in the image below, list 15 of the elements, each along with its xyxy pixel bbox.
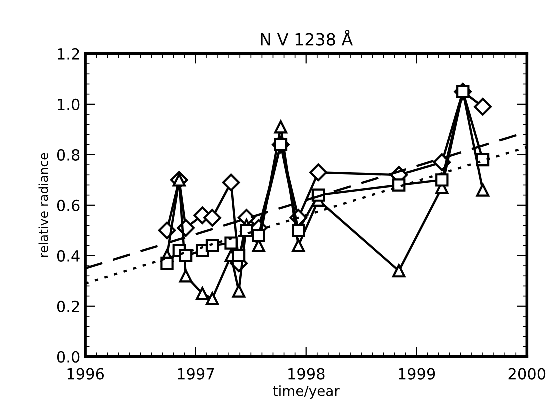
y-tick-label: 0.2	[57, 300, 80, 312]
y-axis-title: relative radiance	[38, 153, 48, 258]
x-tick-label: 1998	[288, 368, 325, 380]
x-tick-label: 2000	[508, 368, 546, 380]
y-tick-label: 0.8	[57, 149, 80, 161]
y-tick-label: 1.0	[58, 98, 80, 110]
y-tick-label: 0.6	[57, 200, 80, 212]
x-axis-title: time/year	[273, 386, 340, 400]
x-tick-label: 1996	[68, 368, 104, 380]
x-tick-label: 1999	[398, 368, 436, 380]
chart-title: N V 1238 Å	[261, 30, 354, 46]
y-tick-label: 0.4	[57, 250, 80, 262]
x-tick-label: 1997	[178, 368, 214, 380]
y-tick-label: 1.2	[58, 48, 80, 60]
y-tick-label: 0.0	[57, 351, 80, 363]
